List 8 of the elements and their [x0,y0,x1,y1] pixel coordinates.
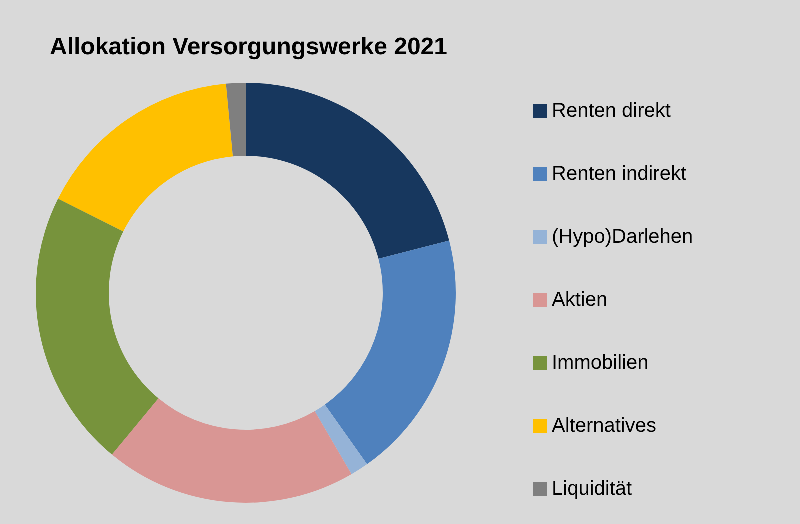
legend-label: Alternatives [552,415,656,437]
legend-label: (Hypo)Darlehen [552,226,694,248]
chart-title: Allokation Versorgungswerke 2021 [50,34,448,60]
legend-label: Immobilien [552,352,649,374]
legend-label: Liquidität [552,478,632,500]
legend-label: Renten indirekt [552,163,687,185]
legend-label: Aktien [552,289,608,311]
legend-label: Renten direkt [552,100,672,122]
